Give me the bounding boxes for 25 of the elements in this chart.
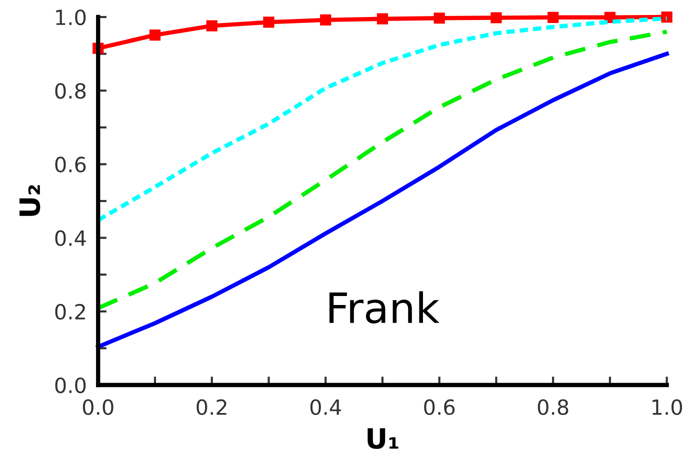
point [149,29,161,41]
point [320,14,332,26]
x-tick-label: 0.4 [310,399,341,416]
y-tick-label: 1.0 [56,9,86,26]
point [206,20,218,32]
x-tick-label: 0.2 [196,399,226,416]
y-tick-label: 0.2 [55,304,85,320]
y-tick-label: 0.4 [55,230,86,246]
x-tick-label: 0.6 [424,399,455,416]
y-tick-label: 0.8 [55,83,86,99]
x-tick-label: 0.0 [82,399,114,416]
point [490,12,502,24]
x-tick-label: 0.8 [538,399,568,416]
point [548,12,559,23]
y-axis-title: U₂ [20,185,40,216]
point [376,13,388,24]
x-tick-label: 1.0 [652,399,682,416]
annotation: Frank [329,291,440,324]
line-series [96,52,669,349]
x-axis-title: U₁ [368,428,398,449]
point [661,11,672,23]
y-tick-label: 0.0 [55,377,86,394]
y-tick-label: 0.6 [55,156,86,172]
point [263,16,274,28]
point [434,12,445,24]
